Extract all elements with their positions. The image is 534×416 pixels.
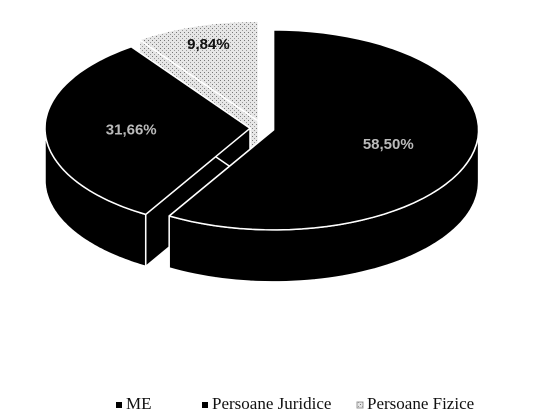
slice [168, 29, 480, 283]
data-label: 9,84% [187, 36, 230, 53]
slice-top [168, 29, 480, 231]
legend-swatch [202, 402, 208, 408]
slice-top [138, 20, 260, 122]
legend-swatch [116, 402, 122, 408]
slice-top [44, 46, 251, 216]
legend-label: Persoane Juridice [212, 394, 331, 413]
legend-label: ME [126, 394, 152, 413]
legend-label: Persoane Fizice [367, 394, 474, 413]
data-label: 31,66% [106, 122, 157, 139]
data-label: 58,50% [363, 136, 414, 153]
legend-swatch [356, 401, 364, 409]
